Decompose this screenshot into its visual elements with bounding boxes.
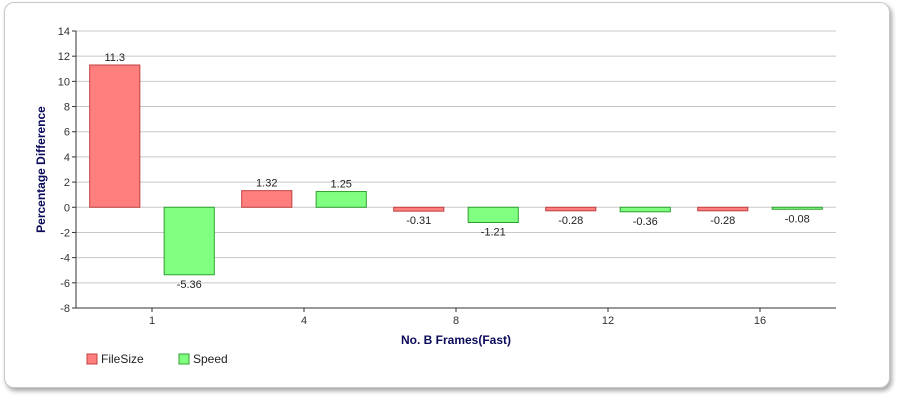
y-tick-label: 10	[58, 76, 70, 88]
bars	[89, 64, 823, 276]
legend-label: FileSize	[101, 352, 144, 366]
legend-swatch-filesize	[86, 353, 98, 365]
y-tick-label: 2	[64, 177, 70, 189]
y-tick-label: 8	[64, 102, 70, 114]
y-tick-label: -8	[60, 303, 70, 315]
bar-filesize	[241, 190, 293, 208]
x-tick-label: 1	[149, 315, 155, 327]
x-tick-label: 4	[301, 315, 307, 327]
bar-speed	[163, 206, 215, 276]
bar-filesize	[393, 206, 445, 212]
y-tick-label: 14	[58, 26, 70, 38]
y-tick-label: 4	[64, 152, 70, 164]
y-tick-label: 6	[64, 127, 70, 139]
bar-speed	[771, 206, 823, 210]
value-label: 1.25	[331, 179, 352, 191]
value-label: 11.3	[104, 52, 125, 64]
value-label: -0.08	[785, 213, 810, 225]
bar-speed	[619, 206, 671, 213]
bar-filesize	[545, 206, 597, 212]
value-label: -0.28	[558, 215, 583, 227]
y-tick-label: 12	[58, 51, 70, 63]
legend: FileSize Speed	[86, 352, 228, 366]
y-tick-label: 0	[64, 202, 70, 214]
value-label: -0.31	[406, 215, 431, 227]
x-tick-label: 8	[453, 315, 459, 327]
bar-speed	[315, 191, 367, 208]
value-label: 1.32	[256, 178, 277, 190]
x-tick-label: 12	[602, 315, 614, 327]
chart-card: -8 -6 -4 -2 0 2 4 6 8 10 12 14 1 4 8 12 16 11.3 -5.36 1.32…	[4, 2, 890, 388]
y-axis-title: Percentage Difference	[34, 106, 48, 233]
legend-label: Speed	[193, 352, 228, 366]
value-label: -5.36	[177, 279, 202, 291]
legend-swatch-speed	[178, 353, 190, 365]
y-tick-label: -4	[60, 253, 70, 265]
x-axis-title: No. B Frames(Fast)	[401, 333, 511, 347]
bar-filesize	[89, 64, 141, 208]
value-label: -1.21	[481, 227, 506, 239]
x-tick-label: 16	[754, 315, 766, 327]
y-tick-label: -6	[60, 278, 70, 290]
bar-filesize	[697, 206, 749, 212]
y-tick-label: -2	[60, 227, 70, 239]
value-labels: 11.3 -5.36 1.32 1.25 -0.31 -1.21 -0.28 -0.36 -0.…	[104, 52, 809, 291]
value-label: -0.36	[633, 216, 658, 228]
value-label: -0.28	[710, 215, 735, 227]
bar-speed	[467, 206, 519, 224]
